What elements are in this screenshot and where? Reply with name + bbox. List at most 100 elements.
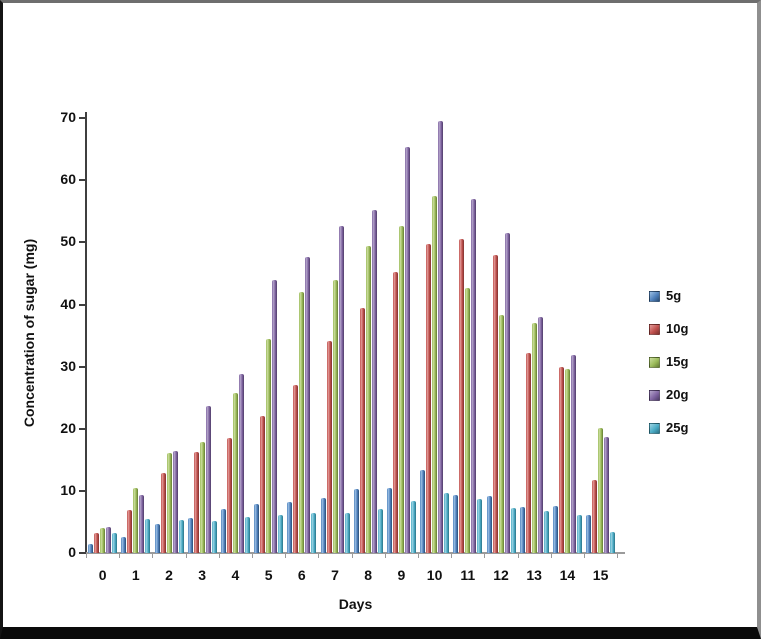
- bar-25g-d10: [444, 493, 450, 553]
- bar-15g-d3: [199, 441, 205, 553]
- bar-20g-d6: [305, 257, 311, 553]
- bar-10g-d3: [193, 452, 199, 553]
- x-tick: [152, 553, 154, 558]
- bar-10g-d6: [293, 385, 299, 553]
- bar-20g-d15: [604, 436, 610, 553]
- x-tick: [185, 553, 187, 558]
- bar-25g-d4: [244, 517, 250, 553]
- x-tick: [86, 553, 87, 558]
- bar-20g-d8: [371, 210, 377, 553]
- bar-5g-d15: [586, 515, 592, 553]
- bar-5g-d6: [287, 502, 293, 553]
- bar-15g-d13: [531, 323, 537, 553]
- x-category-label: 8: [364, 567, 373, 583]
- bar-10g-d14: [558, 366, 564, 553]
- legend-swatch-10g: [649, 323, 660, 335]
- y-axis-title: Concentration of sugar (mg): [21, 238, 37, 428]
- bar-5g-d8: [353, 489, 359, 553]
- bar-20g-d12: [504, 233, 510, 553]
- legend-item-10g: 10g: [649, 321, 689, 336]
- bar-20g-d2: [172, 450, 178, 553]
- bar-25g-d0: [112, 533, 118, 553]
- y-tick: [79, 117, 86, 120]
- bar-15g-d10: [432, 195, 438, 553]
- bar-5g-d14: [552, 506, 558, 553]
- x-category-label: 1: [131, 567, 140, 583]
- x-tick: [451, 553, 453, 558]
- x-category-label: 3: [198, 567, 207, 583]
- bar-15g-d2: [166, 453, 172, 553]
- legend-item-20g: 20g: [649, 388, 688, 401]
- y-tick-label: 30: [60, 357, 76, 374]
- legend-swatch-25g: [649, 422, 660, 434]
- x-category-label: 6: [297, 567, 306, 583]
- bar-25g-d13: [543, 510, 549, 553]
- bar-15g-d11: [465, 288, 471, 553]
- bar-20g-d7: [338, 225, 344, 553]
- bar-20g-d10: [438, 120, 444, 553]
- bar-25g-d9: [410, 501, 416, 553]
- bar-10g-d4: [226, 438, 232, 553]
- x-axis-line: [86, 552, 625, 554]
- bar-5g-d5: [254, 503, 260, 553]
- bar-5g-d12: [486, 495, 492, 553]
- bar-15g-d1: [133, 488, 139, 553]
- bar-10g-d13: [525, 353, 531, 553]
- legend-swatch-5g: [649, 290, 660, 302]
- bar-25g-d14: [576, 515, 582, 553]
- x-category-label: 2: [165, 567, 173, 583]
- bar-20g-d14: [570, 354, 576, 553]
- bar-15g-d7: [332, 279, 338, 553]
- bar-15g-d9: [398, 226, 404, 553]
- bar-25g-d7: [344, 513, 350, 553]
- x-category-label: 12: [493, 567, 509, 583]
- bar-10g-d15: [592, 480, 598, 553]
- x-tick: [218, 553, 220, 558]
- legend-label: 10g: [666, 321, 689, 336]
- legend-label: 15g: [666, 354, 689, 369]
- bar-20g-d3: [205, 406, 211, 553]
- x-category-label: 5: [264, 567, 273, 583]
- bar-5g-d11: [453, 495, 459, 553]
- x-category-label: 0: [98, 567, 107, 583]
- bar-20g-d0: [106, 526, 112, 553]
- legend: 5g 10g 15g 20g 25g: [649, 289, 689, 455]
- bar-5g-d7: [320, 498, 326, 553]
- x-category-label: 14: [559, 567, 576, 583]
- x-tick: [584, 553, 585, 558]
- legend-swatch-20g: [649, 389, 660, 401]
- y-tick: [79, 241, 86, 244]
- bar-25g-d3: [211, 520, 217, 553]
- x-axis-title: Days: [338, 596, 373, 612]
- y-tick: [79, 552, 86, 554]
- y-tick: [79, 303, 86, 306]
- bar-25g-d12: [510, 508, 516, 553]
- x-category-label: 7: [331, 567, 339, 583]
- x-category-label: 10: [426, 567, 443, 583]
- bar-15g-d8: [365, 246, 371, 553]
- bar-25g-d2: [178, 520, 184, 553]
- bar-20g-d1: [139, 495, 145, 553]
- bar-15g-d5: [266, 339, 272, 553]
- bar-15g-d4: [232, 393, 238, 553]
- bar-20g-d9: [404, 147, 410, 553]
- legend-item-15g: 15g: [649, 354, 689, 369]
- bar-5g-d2: [154, 523, 160, 553]
- bar-10g-d1: [127, 509, 133, 553]
- bar-10g-d0: [94, 533, 100, 553]
- x-category-label: 11: [460, 567, 476, 583]
- y-tick-label: 10: [60, 481, 76, 498]
- bar-20g-d5: [272, 280, 278, 553]
- bar-10g-d10: [426, 244, 432, 553]
- bar-10g-d2: [160, 472, 166, 553]
- y-tick: [79, 365, 86, 368]
- bar-15g-d15: [598, 427, 604, 553]
- y-tick-label: 40: [60, 295, 76, 312]
- x-tick: [119, 553, 121, 558]
- bar-5g-d4: [220, 508, 226, 553]
- x-tick: [252, 553, 253, 558]
- bar-15g-d14: [564, 368, 570, 553]
- bar-25g-d6: [311, 513, 317, 553]
- bar-15g-d6: [299, 292, 305, 553]
- y-tick-label: 0: [68, 544, 76, 560]
